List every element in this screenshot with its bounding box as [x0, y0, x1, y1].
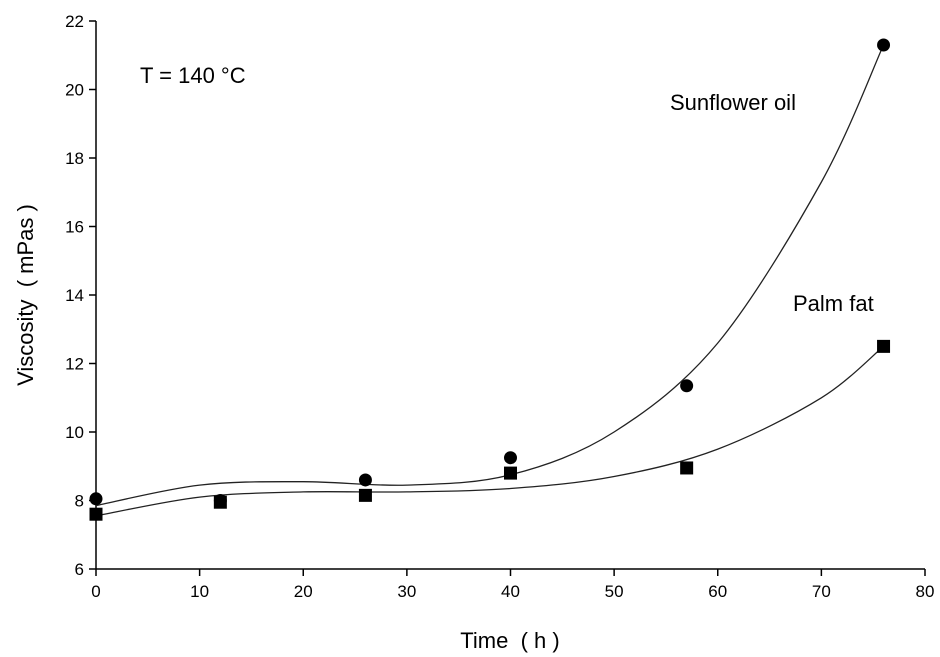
- point-palm-fat: [89, 507, 103, 521]
- y-tick-label: 20: [65, 81, 84, 100]
- point-sunflower-oil: [504, 451, 517, 465]
- point-palm-fat: [213, 495, 227, 509]
- x-tick-label: 50: [605, 582, 624, 601]
- point-sunflower-oil: [358, 473, 372, 487]
- x-tick-label: 60: [708, 582, 727, 601]
- y-tick-label: 14: [65, 286, 84, 305]
- y-tick-label: 18: [65, 149, 84, 168]
- x-tick-label: 20: [294, 582, 313, 601]
- fit-curve-palm-fat: [95, 345, 884, 517]
- x-axis-title: Time ( h ): [460, 628, 559, 653]
- x-tick-label: 80: [916, 582, 935, 601]
- point-palm-fat: [358, 488, 372, 502]
- x-tick-label: 10: [190, 582, 209, 601]
- point-palm-fat: [877, 339, 891, 353]
- point-palm-fat: [680, 461, 694, 475]
- point-palm-fat: [504, 466, 517, 480]
- x-tick-label: 0: [91, 582, 100, 601]
- y-tick-label: 6: [75, 560, 84, 579]
- y-tick-label: 8: [75, 492, 84, 511]
- y-tick-label: 12: [65, 355, 84, 374]
- y-axis-title: Viscosity ( mPas ): [13, 204, 38, 386]
- y-tick-label: 16: [65, 218, 84, 237]
- point-sunflower-oil: [680, 379, 694, 393]
- x-tick-label: 30: [397, 582, 416, 601]
- y-tick-label: 10: [65, 423, 84, 442]
- ticks: 0 10 20 30 40 50 60 70 80 6 8 10 12 14 16 18 20 22: [65, 12, 934, 601]
- series-label-palm-fat: Palm fat: [793, 291, 874, 316]
- temperature-annotation: T = 140 °C: [140, 63, 246, 88]
- x-tick-label: 40: [501, 582, 520, 601]
- y-tick-label: 22: [65, 12, 84, 31]
- x-tick-label: 70: [812, 582, 831, 601]
- point-sunflower-oil: [89, 492, 103, 506]
- fit-curves: [95, 44, 885, 517]
- fit-curve-sunflower-oil: [95, 44, 885, 507]
- series-label-sunflower-oil: Sunflower oil: [670, 90, 796, 115]
- point-sunflower-oil: [877, 38, 891, 52]
- data-points: [89, 38, 891, 521]
